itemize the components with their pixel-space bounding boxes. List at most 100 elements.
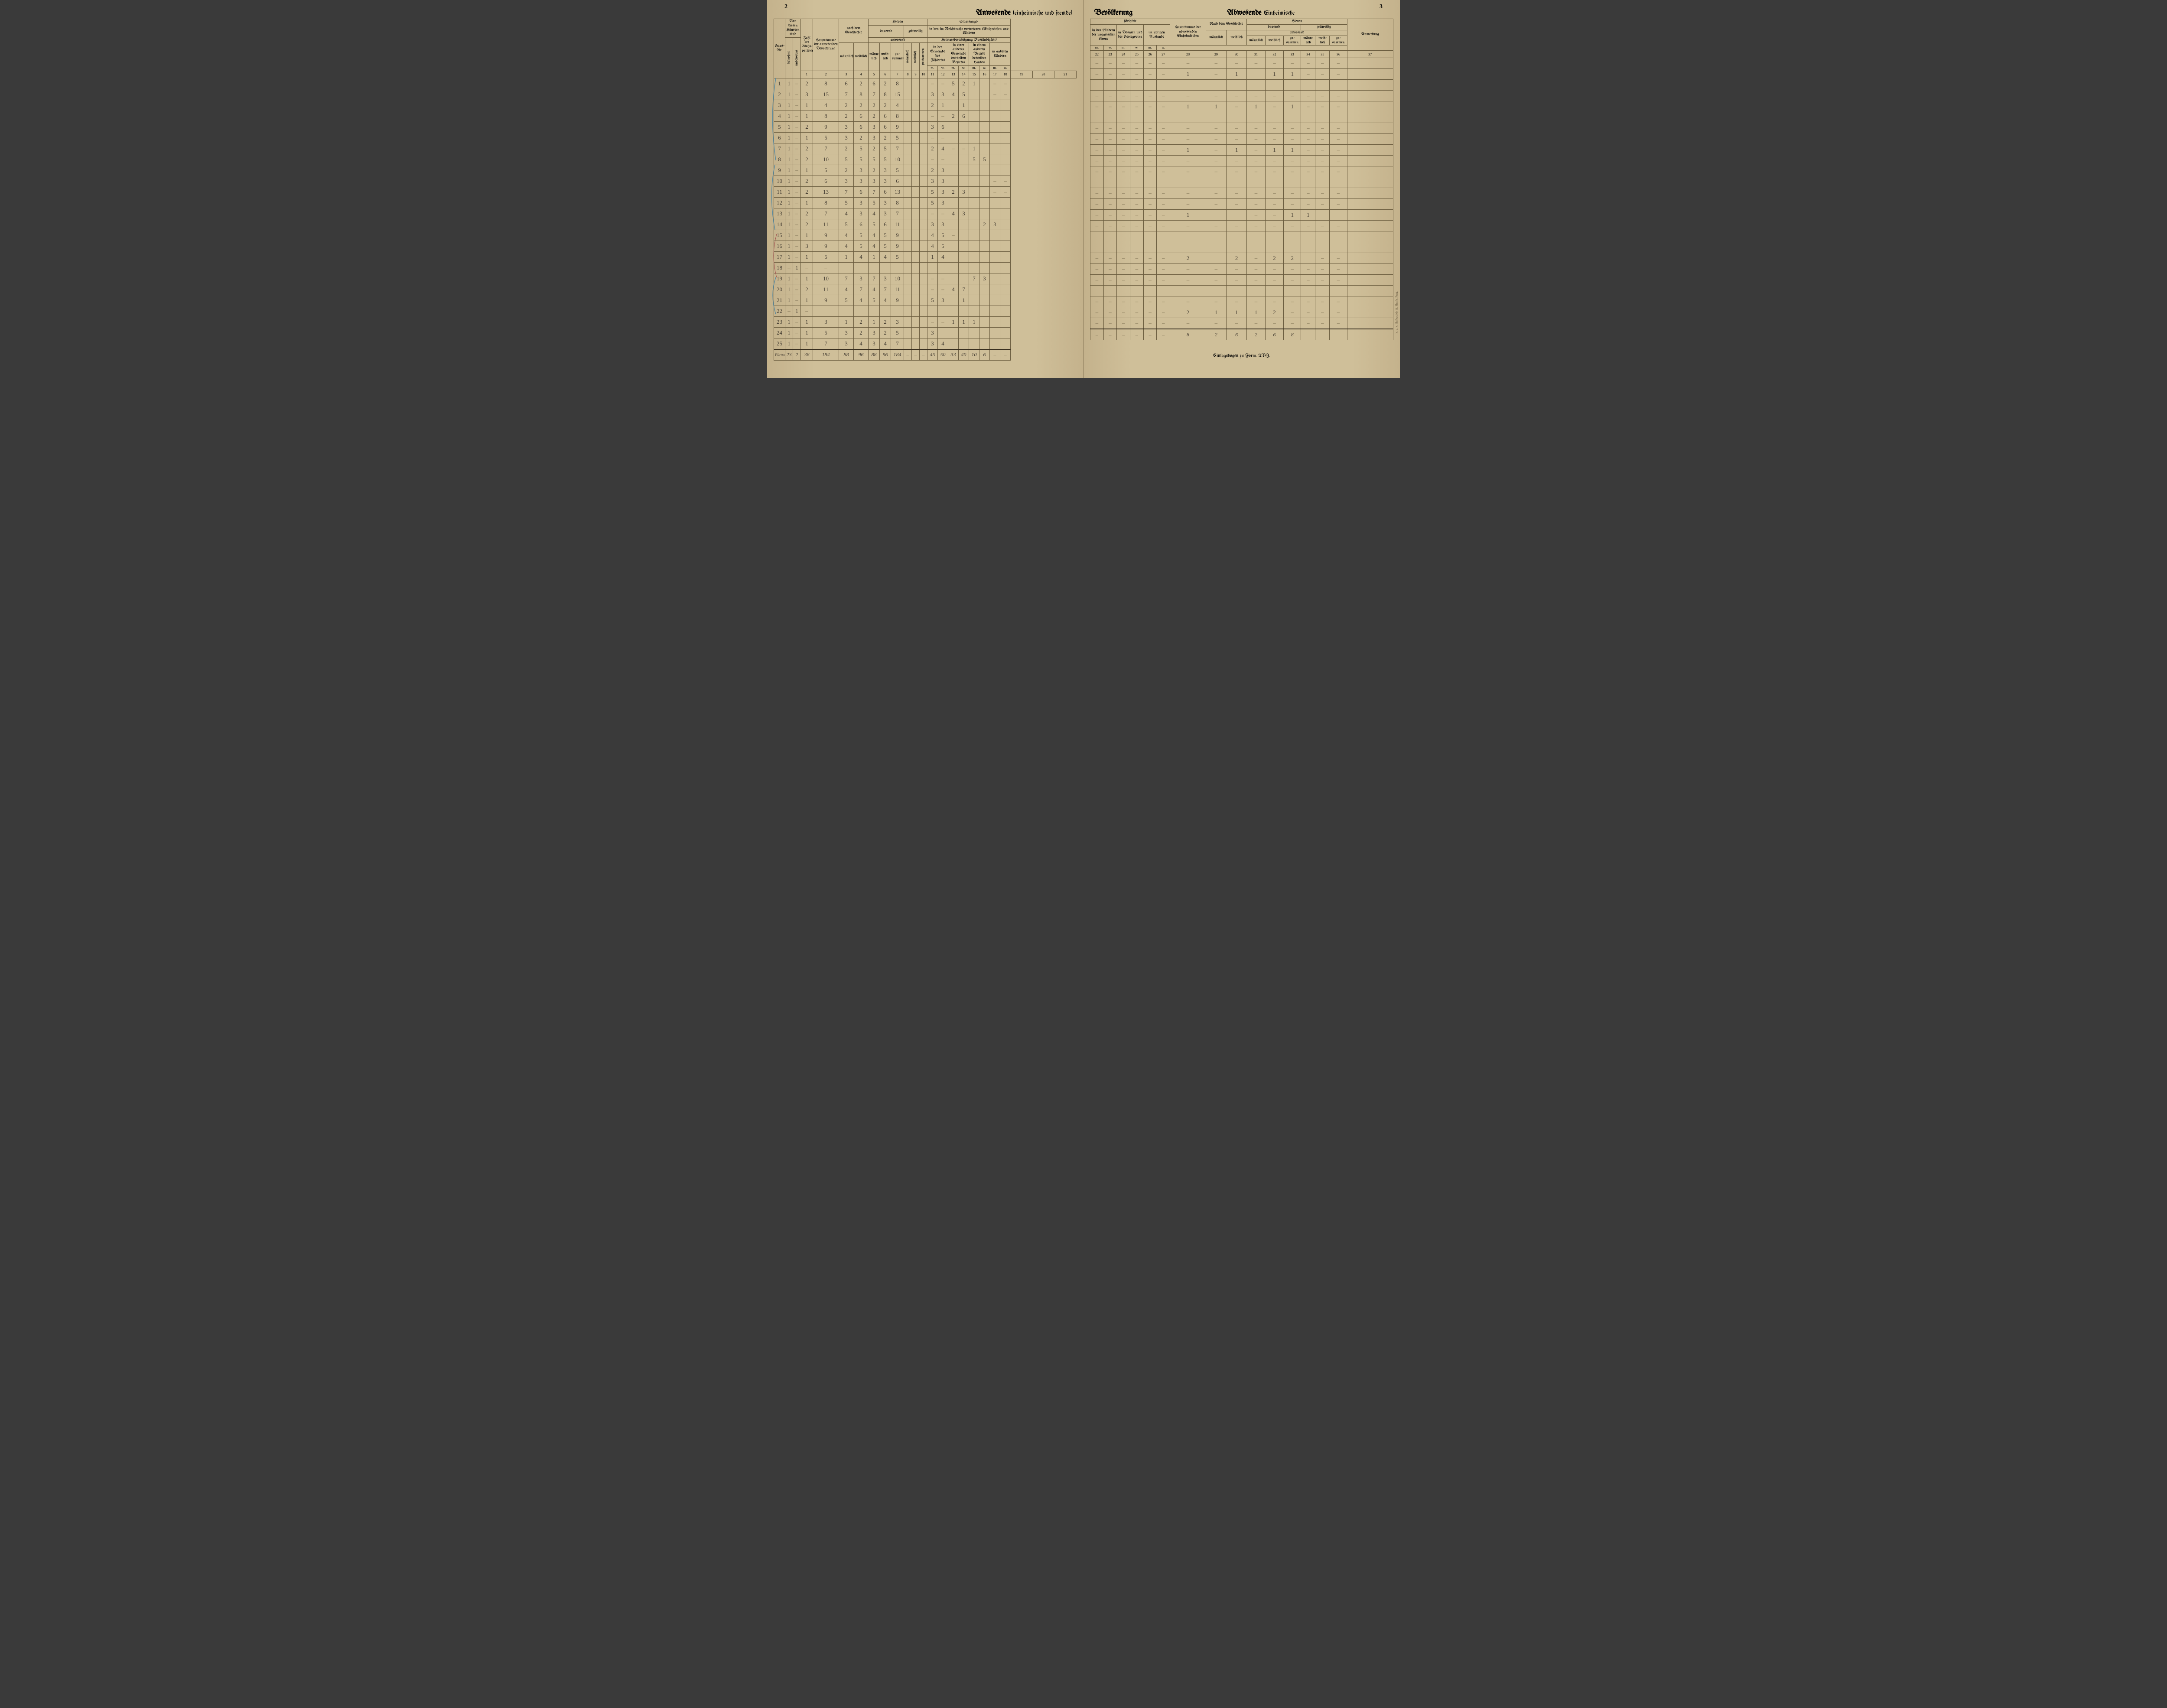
data-cell: –	[927, 284, 938, 295]
data-cell: –	[1130, 134, 1144, 145]
data-cell	[920, 306, 927, 316]
data-cell: –	[1227, 156, 1247, 166]
data-cell: 1	[793, 306, 801, 316]
data-cell	[1315, 231, 1330, 242]
data-cell: 1	[1284, 101, 1301, 112]
data-cell	[1206, 80, 1226, 91]
data-cell: –	[1330, 253, 1347, 264]
data-cell: 1	[1265, 145, 1284, 156]
data-cell: –	[793, 219, 801, 230]
data-cell	[920, 78, 927, 89]
data-cell	[1143, 112, 1157, 123]
data-cell: –	[1330, 145, 1347, 156]
data-cell: 1	[969, 143, 979, 154]
data-cell	[1315, 210, 1330, 221]
data-cell: 4	[948, 89, 959, 100]
data-cell: 4	[948, 284, 959, 295]
data-cell	[1315, 112, 1330, 123]
left-page: 2 Anwesende (einheimische und fremde)	[767, 0, 1084, 378]
data-cell: 5	[813, 165, 839, 176]
data-cell: –	[1103, 156, 1117, 166]
data-cell: 1	[959, 295, 969, 306]
data-cell: –	[1247, 166, 1266, 177]
data-cell: 2	[1265, 307, 1284, 318]
data-cell: 5	[880, 241, 891, 251]
data-cell: 2	[801, 176, 813, 186]
data-cell: 2	[880, 78, 891, 89]
data-cell	[912, 165, 920, 176]
data-cell: –	[793, 154, 801, 165]
data-cell	[1315, 80, 1330, 91]
data-cell: –	[1130, 166, 1144, 177]
table-row: 151–194545945–	[774, 230, 1077, 241]
data-cell: 1	[1227, 69, 1247, 80]
data-cell	[969, 230, 979, 241]
data-cell: –	[1090, 264, 1104, 275]
data-cell: 5	[959, 89, 969, 100]
left-title-sub: (einheimische und fremde)	[1013, 10, 1072, 16]
data-cell: 3	[927, 121, 938, 132]
data-cell	[904, 143, 912, 154]
data-cell: –	[1247, 156, 1266, 166]
data-cell: –	[1206, 69, 1226, 80]
hdr-ausland: im übrigen Auslande	[1143, 24, 1170, 46]
data-cell: 5	[938, 230, 948, 241]
hdr-von-diesen: Von diesen Häusern sind	[785, 19, 801, 38]
data-cell	[979, 143, 990, 154]
data-cell: –	[1157, 264, 1170, 275]
data-cell: 1	[969, 78, 979, 89]
data-cell: 1	[801, 165, 813, 176]
data-cell: 1	[1284, 69, 1301, 80]
data-cell: 5	[869, 154, 880, 165]
hdr-m-20: m.	[990, 65, 1000, 71]
left-colnum-row: 123456789101112131415161718192021	[774, 71, 1077, 78]
data-cell: 21	[774, 295, 785, 306]
data-cell: –	[1315, 307, 1330, 318]
totals-cell: 40	[959, 349, 969, 361]
data-cell: –	[1170, 318, 1206, 329]
data-cell	[1347, 253, 1393, 264]
data-cell: –	[938, 78, 948, 89]
data-cell: 5	[839, 295, 854, 306]
hdr-zus-r2: zu-sammen	[1284, 36, 1301, 46]
data-cell: 2	[839, 111, 854, 121]
data-cell: –	[1090, 156, 1104, 166]
data-cell: –	[1301, 307, 1315, 318]
data-cell: 4	[839, 241, 854, 251]
totals-cell	[1347, 329, 1393, 340]
totals-cell: 2	[793, 349, 801, 361]
data-cell: –	[793, 111, 801, 121]
data-cell: –	[1130, 123, 1144, 134]
data-cell: 3	[839, 121, 854, 132]
data-cell: –	[1103, 58, 1117, 69]
data-cell: –	[1265, 275, 1284, 286]
totals-cell: 23	[785, 349, 793, 361]
data-cell: –	[927, 208, 938, 219]
data-cell	[904, 251, 912, 262]
hdr-reichsrat: in den im Reichsrathe vertretenen Königr…	[927, 26, 1011, 37]
data-cell	[948, 295, 959, 306]
table-row: 101–263333633––	[774, 176, 1077, 186]
totals-cell: 45	[927, 349, 938, 361]
data-cell	[1347, 58, 1393, 69]
data-cell: –	[1103, 101, 1117, 112]
colnum-cell: 35	[1315, 51, 1330, 58]
data-cell: 1	[785, 197, 793, 208]
hdr-w-21: w.	[1000, 65, 1011, 71]
data-cell: –	[938, 132, 948, 143]
table-row: 201–211474711––47	[774, 284, 1077, 295]
data-cell	[959, 132, 969, 143]
data-cell: –	[793, 316, 801, 327]
table-row: –––––––––––––––	[1090, 156, 1393, 166]
colnum-cell: 13	[948, 71, 959, 78]
data-cell: –	[1170, 221, 1206, 231]
data-cell: –	[1206, 264, 1226, 275]
data-cell: 1	[785, 132, 793, 143]
colnum-cell: 32	[1265, 51, 1284, 58]
data-cell: 8	[891, 197, 904, 208]
data-cell: 5	[869, 219, 880, 230]
data-cell: 3	[927, 89, 938, 100]
data-cell: –	[1315, 101, 1330, 112]
data-cell: 3	[869, 132, 880, 143]
data-cell	[979, 121, 990, 132]
